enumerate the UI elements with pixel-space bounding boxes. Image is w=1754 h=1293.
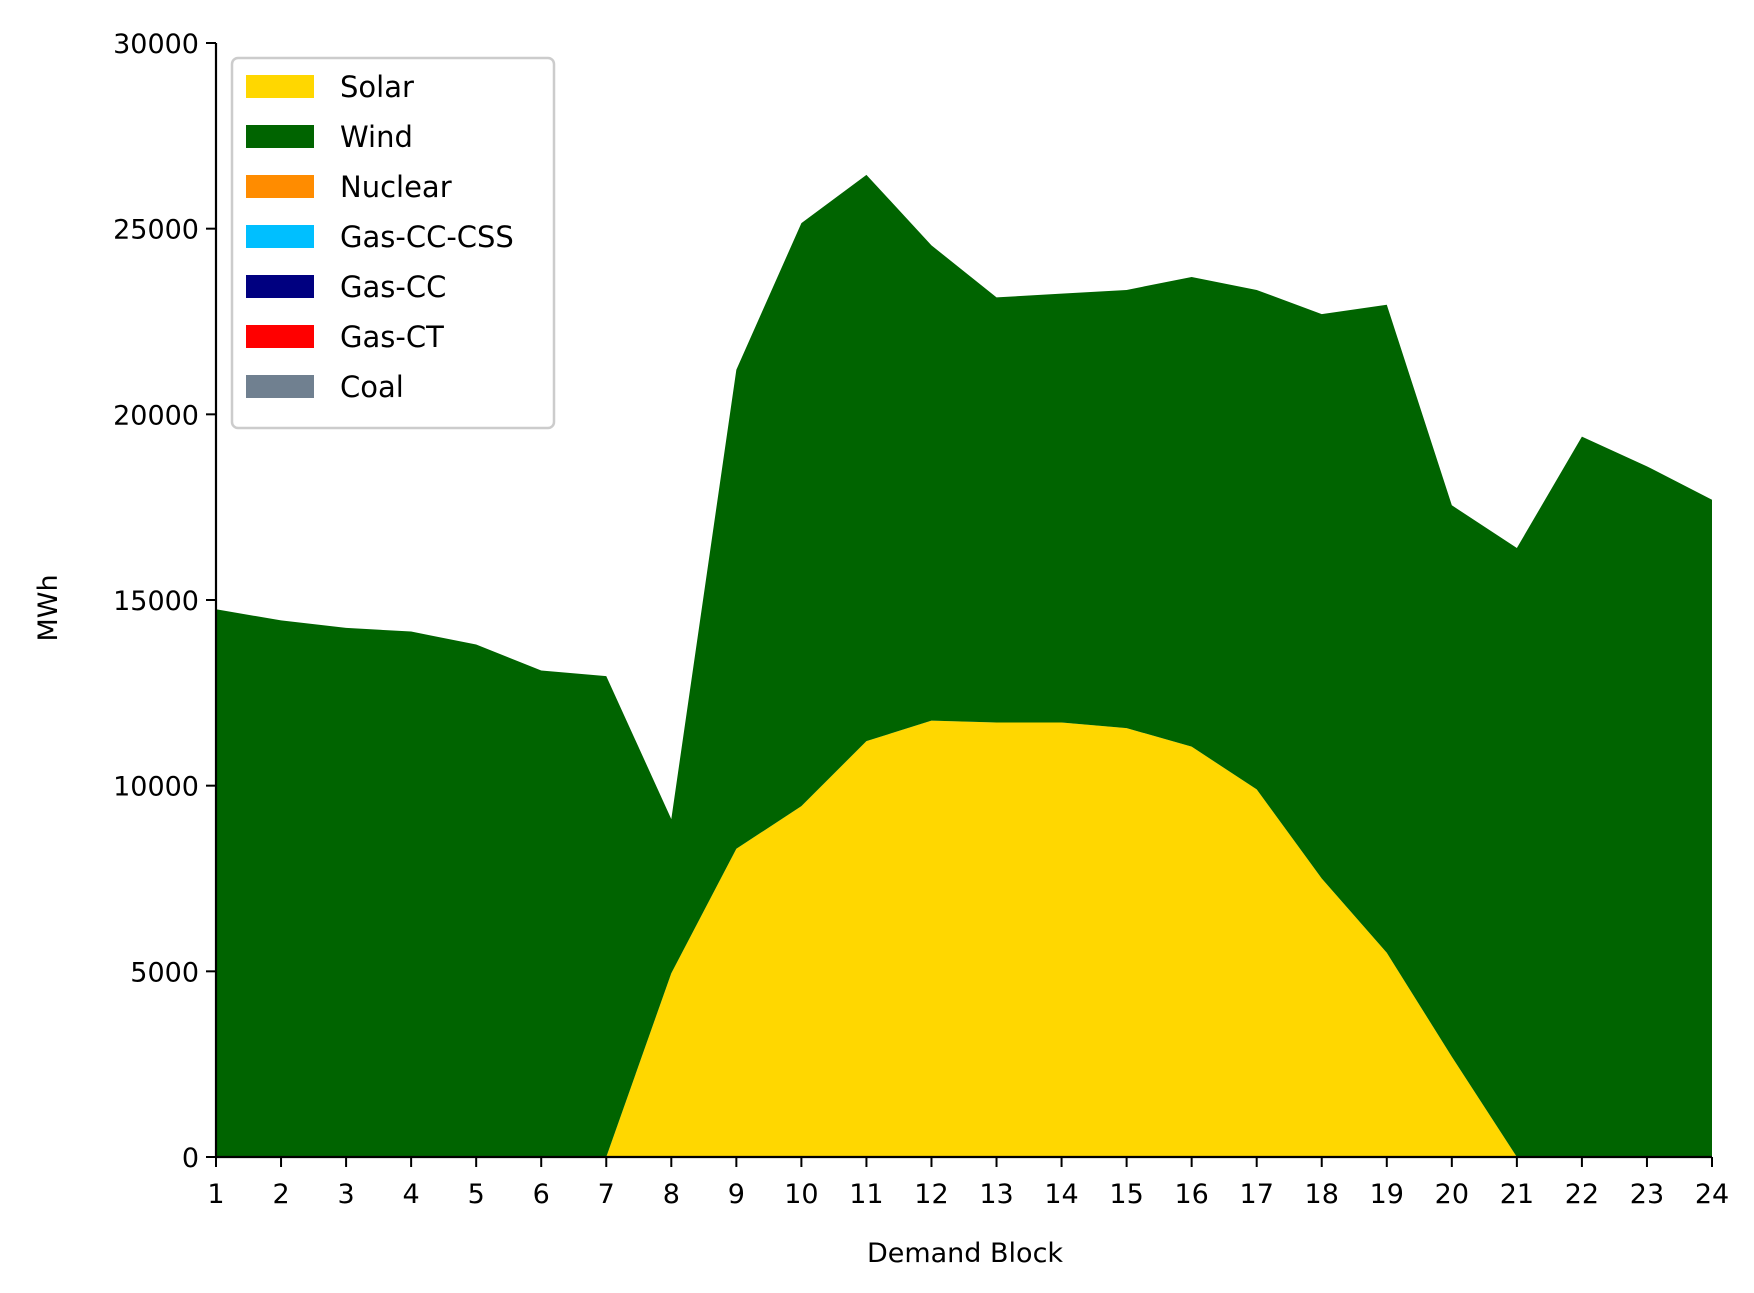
x-tick-label: 4 (403, 1179, 420, 1210)
legend: Solar Wind Nuclear Gas-CC-CSS Gas-CC Gas-CT Co… (230, 56, 556, 430)
x-tick-label: 3 (337, 1179, 354, 1210)
legend-swatch-coal (246, 375, 314, 398)
x-tick-label: 2 (272, 1179, 289, 1210)
x-tick-label: 5 (468, 1179, 485, 1210)
x-tick-label: 6 (533, 1179, 550, 1210)
legend-label-gas-ct: Gas-CT (340, 320, 444, 354)
x-tick-label: 20 (1435, 1179, 1469, 1210)
x-tick-label: 1 (207, 1179, 224, 1210)
area-solar (216, 720, 1712, 1157)
x-tick-label: 18 (1305, 1179, 1339, 1210)
y-tick-label: 15000 (113, 586, 199, 617)
x-tick-label: 8 (663, 1179, 680, 1210)
x-axis-ticks: 1 2 3 4 5 6 7 8 9 10 11 12 13 14 15 16 17 18 19 20 21 22 23 24 (207, 1157, 1729, 1210)
y-axis-title: MWh (33, 574, 64, 641)
x-tick-label: 11 (849, 1179, 883, 1210)
x-tick-label: 12 (914, 1179, 948, 1210)
y-tick-label: 5000 (130, 957, 199, 988)
x-tick-label: 9 (728, 1179, 745, 1210)
x-tick-label: 22 (1565, 1179, 1599, 1210)
y-tick-label: 20000 (113, 400, 199, 431)
x-tick-label: 21 (1500, 1179, 1534, 1210)
legend-swatch-solar (246, 75, 314, 98)
legend-swatch-gas-ct (246, 325, 314, 348)
legend-label-solar: Solar (340, 70, 414, 104)
legend-label-gas-cc: Gas-CC (340, 270, 446, 304)
areas-layer (216, 174, 1712, 1157)
area-wind (216, 174, 1712, 1157)
legend-label-nuclear: Nuclear (340, 170, 452, 204)
x-tick-label: 19 (1370, 1179, 1404, 1210)
legend-swatch-gas-cc-css (246, 225, 314, 248)
x-tick-label: 17 (1240, 1179, 1274, 1210)
x-tick-label: 24 (1695, 1179, 1729, 1210)
y-tick-label: 10000 (113, 772, 199, 803)
legend-swatch-nuclear (246, 175, 314, 198)
x-tick-label: 23 (1630, 1179, 1664, 1210)
y-tick-label: 30000 (113, 29, 199, 60)
y-tick-label: 25000 (113, 215, 199, 246)
x-tick-label: 7 (598, 1179, 615, 1210)
x-axis-title: Demand Block (867, 1238, 1063, 1269)
legend-label-coal: Coal (340, 370, 404, 404)
legend-swatch-wind (246, 125, 314, 148)
legend-label-gas-cc-css: Gas-CC-CSS (340, 220, 514, 254)
x-tick-label: 13 (979, 1179, 1013, 1210)
y-axis-ticks: 0 5000 10000 15000 20000 25000 30000 (113, 29, 216, 1174)
legend-swatch-gas-cc (246, 275, 314, 298)
x-tick-label: 10 (784, 1179, 818, 1210)
x-tick-label: 14 (1044, 1179, 1078, 1210)
legend-label-wind: Wind (340, 120, 413, 154)
x-tick-label: 16 (1174, 1179, 1208, 1210)
y-tick-label: 0 (182, 1143, 199, 1174)
x-tick-label: 15 (1109, 1179, 1143, 1210)
